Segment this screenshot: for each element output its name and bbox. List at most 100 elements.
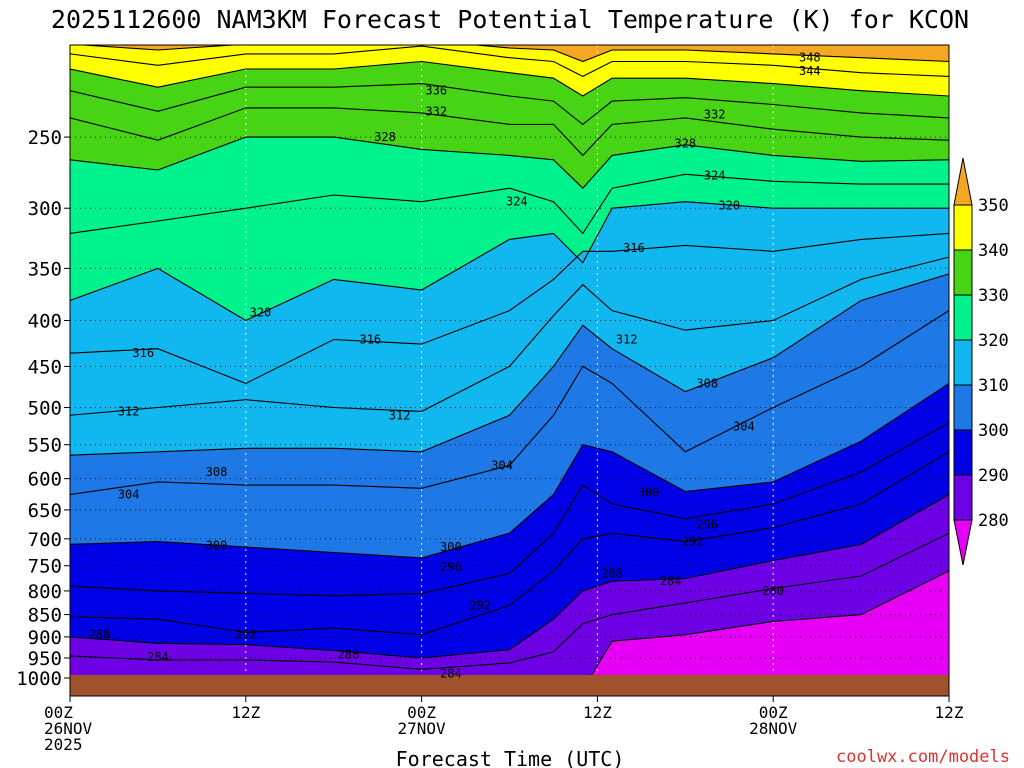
contour-label: 300 (638, 486, 660, 500)
colorbar-tick-label: 340 (978, 241, 1009, 261)
watermark: coolwx.com/models (836, 747, 1010, 767)
contour-304 (70, 310, 949, 496)
y-tick-label: 950 (28, 648, 62, 670)
contour-label: 320 (250, 306, 272, 320)
contour-336 (70, 83, 949, 126)
y-tick-label: 600 (28, 469, 62, 491)
x-tick-label: 12Z (935, 703, 964, 722)
contour-320 (70, 201, 949, 322)
contour-label: 332 (425, 104, 447, 118)
colorbar-tick-label: 320 (978, 331, 1009, 351)
contour-344 (70, 45, 949, 78)
contour-label: 308 (206, 465, 228, 479)
contour-340 (70, 60, 949, 97)
colorbar-tick-label: 290 (978, 466, 1009, 486)
contour-label: 328 (374, 130, 396, 144)
contour-316 (70, 232, 949, 385)
colorbar-tick-label: 310 (978, 376, 1009, 396)
colorbar-bottom-arrow (953, 519, 973, 566)
contour-308 (70, 273, 949, 456)
colorbar-top-arrow (953, 157, 973, 206)
x-tick-label: 00Z (407, 703, 436, 722)
colorbar-bin-310 (953, 339, 973, 386)
contour-label: 336 (425, 84, 447, 98)
contour-284 (70, 532, 949, 670)
contour-label: 312 (616, 333, 638, 347)
contour-label: 312 (389, 408, 411, 422)
plot-frame (69, 44, 950, 697)
ground-surface (70, 675, 949, 696)
contour-label: 332 (704, 108, 726, 122)
y-tick-label: 400 (28, 310, 62, 332)
colorbar-tick-label: 300 (978, 421, 1009, 441)
contour-label: 280 (762, 584, 784, 598)
contour-label: 288 (601, 566, 623, 580)
x-tick-label: 12Z (231, 703, 260, 722)
contour-label: 288 (88, 628, 110, 642)
y-axis: 2503003504004505005506006507007508008509… (16, 127, 70, 690)
colorbar: 350 340 330 320 310 300 290 280 (953, 157, 1009, 566)
x-tick-label: 12Z (583, 703, 612, 722)
contour-label: 324 (506, 195, 528, 209)
x-tick-label: 26NOV (44, 719, 93, 738)
y-tick-label: 850 (28, 605, 62, 627)
contour-label: 284 (147, 650, 169, 664)
band-below-280 (70, 570, 949, 696)
x-tick-label: 00Z (44, 703, 73, 722)
contour-label: 296 (696, 518, 718, 532)
contour-312 (70, 256, 949, 416)
y-tick-label: 450 (28, 356, 62, 378)
contour-label: 296 (440, 560, 462, 574)
colorbar-bin-290 (953, 429, 973, 476)
y-tick-label: 700 (28, 529, 62, 551)
contour-label: 348 (799, 51, 821, 65)
contour-label: 304 (118, 488, 140, 502)
contour-label: 320 (718, 199, 740, 213)
contour-label: 304 (733, 420, 755, 434)
contour-300 (70, 382, 949, 559)
contour-label: 284 (660, 574, 682, 588)
contour-label: 284 (440, 666, 462, 680)
contour-label: 316 (132, 346, 154, 360)
colorbar-bin-340 (953, 204, 973, 251)
colorbar-bin-300 (953, 384, 973, 431)
contour-label: 344 (799, 64, 821, 78)
y-tick-label: 650 (28, 500, 62, 522)
y-tick-label: 250 (28, 127, 62, 149)
y-tick-label: 800 (28, 581, 62, 603)
contour-324 (70, 173, 949, 235)
contour-292 (70, 451, 949, 636)
contour-label: 316 (623, 241, 645, 255)
y-tick-label: 750 (28, 556, 62, 578)
contour-label: 316 (359, 333, 381, 347)
x-tick-label: 2025 (44, 735, 83, 754)
contour-label: 300 (440, 540, 462, 554)
contour-label: 292 (469, 598, 491, 612)
colorbar-bin-320 (953, 294, 973, 341)
y-tick-label: 900 (28, 627, 62, 649)
colorbar-bin-280 (953, 474, 973, 521)
x-tick-label: 28NOV (749, 719, 798, 738)
x-tick-label: 00Z (759, 703, 788, 722)
colorbar-tick-label: 350 (978, 196, 1009, 216)
contour-288 (70, 494, 949, 659)
contour-332 (70, 107, 949, 157)
y-tick-label: 350 (28, 258, 62, 280)
x-axis-title: Forecast Time (UTC) (396, 747, 625, 768)
contour-label: 292 (682, 535, 704, 549)
x-tick-label: 27NOV (398, 719, 447, 738)
contour-label: 292 (235, 628, 257, 642)
colorbar-tick-label: 330 (978, 286, 1009, 306)
contour-328 (70, 136, 949, 189)
y-tick-label: 550 (28, 435, 62, 457)
contour-label: 308 (696, 376, 718, 390)
contour-label: 328 (674, 136, 696, 150)
y-tick-label: 1000 (16, 668, 62, 690)
contour-label: 324 (704, 169, 726, 183)
contour-label: 300 (206, 538, 228, 552)
contour-label: 288 (338, 648, 360, 662)
contour-296 (70, 422, 949, 597)
